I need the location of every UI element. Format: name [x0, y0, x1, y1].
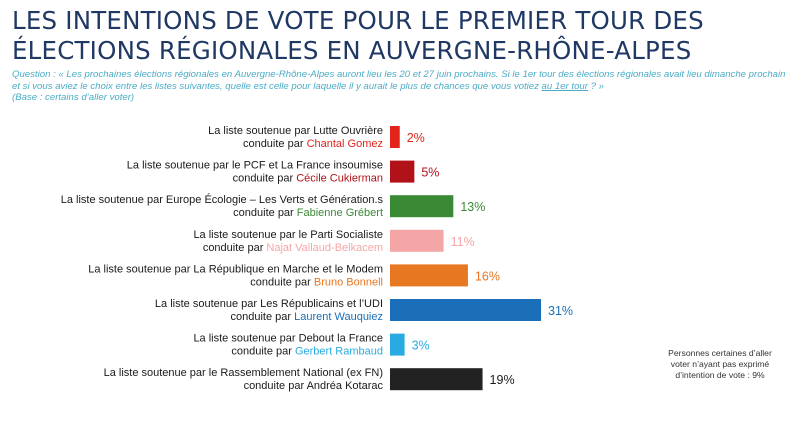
data-label: 2%: [407, 131, 425, 145]
category-label-prefix: conduite par: [244, 380, 307, 392]
bar-row: La liste soutenue par La République en M…: [88, 263, 500, 288]
bar-row: La liste soutenue par Lutte Ouvrièrecond…: [208, 125, 425, 150]
category-label-line1: La liste soutenue par le PCF et La Franc…: [127, 160, 383, 172]
category-label-line1: La liste soutenue par La République en M…: [88, 263, 383, 275]
bar-row: La liste soutenue par le Parti Socialist…: [193, 229, 474, 254]
category-label-prefix: conduite par: [250, 276, 314, 288]
category-label-prefix: conduite par: [233, 207, 297, 219]
candidate-name: Andréa Kotarac: [307, 380, 384, 392]
category-label-line2: conduite par Chantal Gomez: [243, 138, 383, 150]
category-label-prefix: conduite par: [243, 138, 307, 150]
category-label-line1: La liste soutenue par Debout la France: [193, 333, 383, 345]
bar-row: La liste soutenue par Europe Écologie – …: [61, 193, 486, 219]
bar-row: La liste soutenue par le PCF et La Franc…: [127, 160, 440, 185]
chart-title: LES INTENTIONS DE VOTE POUR LE PREMIER T…: [12, 6, 802, 66]
title-line-2: ÉLECTIONS RÉGIONALES EN AUVERGNE-RHÔNE-A…: [12, 36, 692, 65]
bar: [390, 299, 541, 321]
data-label: 3%: [412, 339, 430, 353]
category-label-line1: La liste soutenue par le Rassemblement N…: [104, 367, 383, 379]
category-label-line2: conduite par Bruno Bonnell: [250, 276, 383, 288]
question-base: (Base : certains d’aller voter): [12, 92, 135, 103]
category-label-line1: La liste soutenue par Les Républicains e…: [155, 298, 383, 310]
bar: [390, 229, 444, 252]
bar-row: La liste soutenue par Debout la Franceco…: [193, 333, 429, 358]
category-label-line2: conduite par Fabienne Grébert: [233, 207, 383, 219]
note-line-1: Personnes certaines d’aller: [668, 348, 772, 358]
data-label: 11%: [451, 235, 475, 249]
category-label-prefix: conduite par: [233, 173, 297, 185]
category-label-line2: conduite par Andréa Kotarac: [244, 380, 384, 392]
category-label-line2: conduite par Najat Vallaud-Belkacem: [203, 242, 383, 254]
bar-row: La liste soutenue par le Rassemblement N…: [104, 367, 515, 392]
data-label: 13%: [460, 200, 485, 214]
data-label: 5%: [421, 166, 439, 180]
candidate-name: Gerbert Rambaud: [295, 346, 383, 358]
bar: [390, 368, 483, 391]
bar: [390, 195, 454, 218]
candidate-name: Najat Vallaud-Belkacem: [266, 242, 383, 254]
note-line-2: voter n’ayant pas exprimé: [670, 359, 770, 369]
category-label-line1: La liste soutenue par Lutte Ouvrière: [208, 125, 383, 137]
candidate-name: Chantal Gomez: [307, 138, 383, 150]
candidate-name: Cécile Cukierman: [296, 173, 383, 185]
note-line-3: d’intention de vote : 9%: [675, 370, 765, 380]
question-suffix: ? »: [587, 80, 604, 92]
category-label-line2: conduite par Cécile Cukierman: [233, 173, 383, 185]
bar: [390, 126, 400, 148]
title-line-1: LES INTENTIONS DE VOTE POUR LE PREMIER T…: [12, 6, 704, 35]
category-label-prefix: conduite par: [203, 242, 267, 254]
question-prefix: Question : « Les prochaines élections ré…: [12, 69, 786, 92]
bar: [390, 264, 468, 287]
candidate-name: Fabienne Grébert: [297, 207, 383, 219]
bar: [390, 160, 415, 183]
question-underlined: au 1er tour: [541, 80, 588, 92]
candidate-name: Bruno Bonnell: [314, 276, 383, 288]
category-label-prefix: conduite par: [231, 311, 295, 323]
candidate-name: Laurent Wauquiez: [294, 311, 383, 323]
question-text: Question : « Les prochaines élections ré…: [12, 69, 792, 104]
data-label: 19%: [490, 373, 515, 387]
category-label-line1: La liste soutenue par Europe Écologie – …: [61, 193, 384, 206]
category-label-line2: conduite par Gerbert Rambaud: [231, 346, 383, 358]
bar-row: La liste soutenue par Les Républicains e…: [155, 298, 573, 323]
data-label: 31%: [548, 304, 573, 318]
data-label: 16%: [475, 269, 500, 283]
category-label-line1: La liste soutenue par le Parti Socialist…: [193, 229, 383, 241]
bar: [390, 333, 405, 356]
abstention-note: Personnes certaines d’aller voter n’ayan…: [640, 348, 800, 381]
category-label-line2: conduite par Laurent Wauquiez: [231, 311, 383, 323]
category-label-prefix: conduite par: [231, 346, 295, 358]
